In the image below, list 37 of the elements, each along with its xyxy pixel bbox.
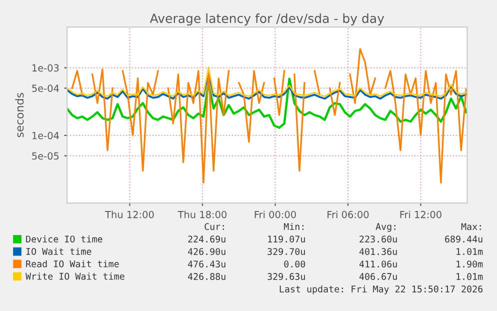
text: 224.69u	[188, 236, 226, 243]
text: 1.90m	[456, 260, 483, 268]
y-tick-label: 5e-05	[32, 152, 59, 160]
legend-label: Device IO time	[26, 235, 102, 243]
text: 1.01m	[456, 273, 483, 280]
text: Avg:	[376, 223, 396, 232]
x-tick-label: Thu 12:00	[105, 210, 154, 218]
x-tick-label: Fri 06:00	[328, 210, 369, 218]
chart-title: Average latency for /dev/sda - by day	[150, 13, 384, 26]
text: 223.60u	[360, 236, 397, 243]
text: 329.63u	[268, 273, 305, 280]
x-tick-label: Fri 00:00	[254, 210, 296, 218]
y-axis-title: seconds	[15, 92, 24, 138]
x-tick-label: Fri 12:00	[400, 210, 442, 218]
text: 476.43u	[188, 260, 226, 268]
text: Cur:	[204, 223, 224, 230]
legend-label: Write IO Wait time	[26, 272, 124, 280]
text: 119.07u	[268, 236, 305, 243]
text: 329.70u	[268, 248, 305, 256]
text: 411.06u	[359, 260, 397, 268]
legend-label: Read IO Wait time	[26, 260, 119, 268]
text: 401.36u	[359, 248, 397, 256]
line-series	[67, 78, 468, 129]
text: 406.67u	[359, 273, 397, 280]
text: Max:	[461, 223, 481, 230]
x-tick-label: Thu 18:00	[178, 210, 227, 218]
text: 0.00	[284, 260, 306, 268]
legend-label: IO Wait time	[26, 248, 92, 255]
text: Last update: Fri May 22 15:50:17 2026	[280, 285, 482, 294]
text: 1.01m	[456, 248, 483, 256]
text: Min:	[284, 222, 304, 230]
y-tick-label: 1e-03	[32, 64, 59, 72]
text: 689.44u	[445, 236, 482, 243]
y-tick-label: 5e-04	[32, 84, 59, 92]
text: 426.90u	[188, 248, 226, 256]
text: 426.88u	[188, 273, 226, 280]
y-tick-label: 1e-04	[32, 132, 59, 140]
